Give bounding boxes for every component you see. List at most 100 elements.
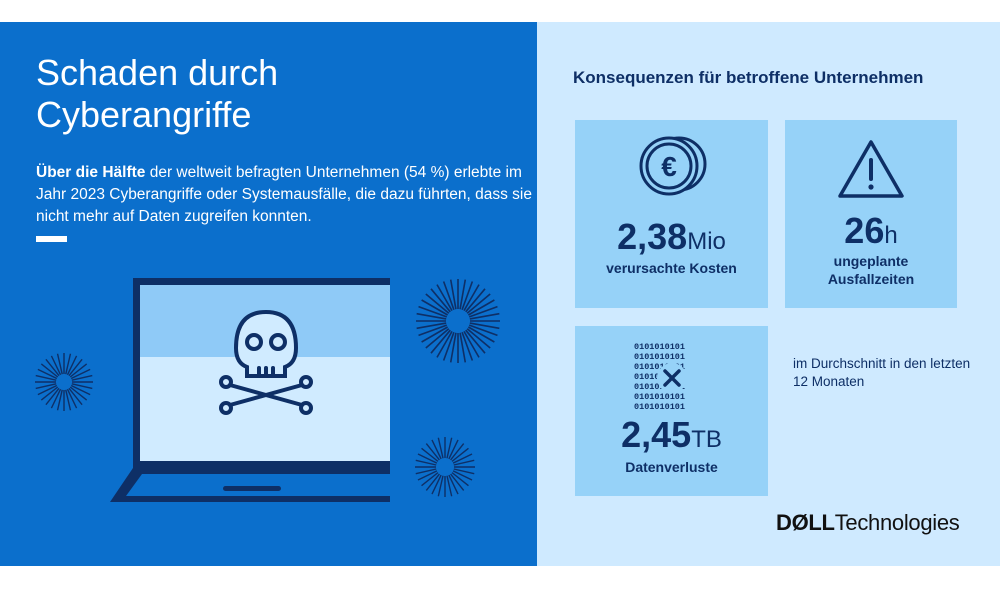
page-title: Schaden durch Cyberangriffe	[36, 52, 279, 135]
burst-ray	[69, 363, 88, 378]
burst-ray	[461, 332, 474, 361]
burst-ray	[465, 329, 486, 354]
burst-ray	[40, 386, 59, 401]
burst-ray	[417, 453, 438, 464]
burst-ray	[446, 475, 453, 497]
burst-ray	[446, 437, 453, 459]
burst-ray	[437, 475, 444, 497]
burst-ray	[467, 326, 495, 343]
burst-ray	[70, 384, 91, 396]
consequences-title: Konsequenzen für betroffene Unternehmen	[573, 68, 924, 87]
costs-label: verursachte Kosten	[606, 260, 737, 276]
burst-ray	[415, 468, 437, 475]
binary-row: 0101010101	[634, 342, 685, 352]
intro-text: Über die Hälfte der weltweit befragten U…	[36, 162, 536, 228]
warning-triangle-icon	[838, 140, 904, 198]
binary-row: 0101010101	[634, 382, 685, 392]
downtime-metric: 26h	[785, 210, 957, 252]
burst-ray	[466, 328, 491, 349]
burst-ray	[425, 473, 440, 491]
burst-ray	[469, 312, 500, 320]
burst-ray	[37, 368, 58, 380]
burst-ray	[421, 472, 439, 487]
burst-ray	[448, 474, 459, 495]
hacked-laptop-illustration	[110, 278, 390, 502]
downtime-number: 26	[844, 210, 885, 251]
downtime-label-line1: ungeplante	[833, 253, 909, 269]
laptop-trackpad	[223, 486, 281, 491]
burst-ray	[451, 447, 469, 462]
costs-metric: 2,38Mio	[575, 216, 768, 258]
burst-ray	[418, 305, 447, 318]
burst-ray	[469, 305, 498, 318]
skull-crossbones-icon	[219, 309, 313, 415]
burst-ray	[449, 332, 457, 363]
card-downtime: 26h ungeplante Ausfallzeiten	[785, 120, 957, 308]
burst-ray	[449, 279, 457, 310]
burst-ray	[442, 281, 455, 310]
card-data-loss: 0101010101 0101010101 0101010101 0101010…	[575, 326, 768, 496]
binary-row: 0101010101	[634, 402, 685, 410]
burst-ray	[450, 473, 465, 491]
burst-ray	[453, 468, 475, 475]
binary-row: 0101010101	[634, 352, 685, 362]
burst-ray	[459, 279, 467, 310]
burst-ray	[425, 443, 440, 461]
intro-divider	[36, 236, 67, 242]
costs-number: 2,38	[617, 216, 688, 257]
burst-ray	[459, 332, 467, 363]
burst-ray	[448, 439, 459, 460]
burst-ray	[71, 374, 93, 381]
burst-ray	[469, 322, 500, 330]
burst-ray	[421, 326, 449, 343]
downtime-label: ungeplante Ausfallzeiten	[785, 252, 957, 288]
intro-body: der weltweit befragten Unternehmen (54 %…	[36, 164, 532, 225]
binary-row: 0101010101	[634, 362, 685, 372]
burst-ray	[66, 388, 78, 409]
burst-ray	[450, 443, 465, 461]
average-note: im Durchschnitt in den letzten 12 Monate…	[793, 356, 971, 389]
burst-ray	[421, 447, 439, 462]
burst-ray	[451, 472, 469, 487]
burst-ray	[425, 293, 450, 314]
burst-ray	[65, 353, 72, 375]
burst-ray	[418, 324, 447, 337]
downtime-label-line2: Ausfallzeiten	[827, 271, 915, 287]
burst-ray	[68, 358, 83, 377]
burst-ray	[430, 329, 451, 354]
burst-ray	[69, 386, 88, 401]
burst-ray	[415, 459, 437, 466]
data-loss-label: Datenverluste	[625, 459, 718, 475]
burst-ray	[56, 389, 63, 411]
burst-ray	[463, 284, 480, 312]
burst-ray	[466, 293, 491, 314]
burst-ray	[50, 355, 62, 376]
burst-ray	[442, 332, 455, 361]
burst-ray	[452, 453, 473, 464]
brand-dell: DØLL	[776, 510, 835, 535]
burst-ray	[416, 322, 447, 330]
burst-ray	[417, 470, 438, 481]
burst-ray	[40, 363, 59, 378]
downtime-unit: h	[884, 222, 898, 249]
burst-ray	[35, 383, 57, 390]
burst-decoration-left	[35, 353, 93, 411]
burst-ray	[430, 288, 451, 313]
burst-ray	[65, 389, 72, 411]
euro-coins-icon: €	[639, 136, 707, 196]
burst-decoration-large	[416, 279, 500, 363]
burst-ray	[416, 312, 447, 320]
burst-ray	[68, 387, 83, 406]
burst-ray	[71, 383, 93, 390]
burst-ray	[469, 324, 498, 337]
burst-ray	[45, 358, 60, 377]
binary-row: 0101010101	[634, 392, 685, 402]
burst-ray	[452, 470, 473, 481]
burst-ray	[436, 330, 453, 358]
intro-bold: Über die Hälfte	[36, 164, 146, 181]
burst-ray	[467, 299, 495, 316]
burst-ray	[35, 374, 57, 381]
burst-ray	[431, 474, 442, 495]
card-costs: € 2,38Mio verursachte Kosten	[575, 120, 768, 308]
burst-ray	[425, 328, 450, 349]
